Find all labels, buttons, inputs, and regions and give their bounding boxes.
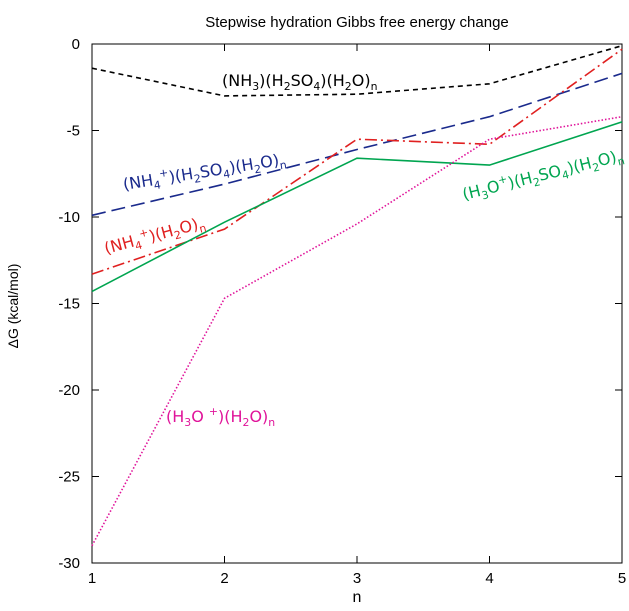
series-line-h3o [91,115,623,547]
series-line-nh4 [91,48,623,275]
series-line-h3o-h2so4 [91,121,623,293]
plot-frame [91,43,623,564]
series-label-nh4-h2so4: (NH4+)(H2SO4)(H2O)n [121,147,287,196]
series-line-nh4-h2so4 [91,72,623,217]
y-tick-label: -25 [58,469,80,486]
chart-title: Stepwise hydration Gibbs free energy cha… [205,14,509,31]
x-tick-label: 2 [220,570,228,587]
series-label-h3o-h2so4: (H3O+)(H2SO4)(H2O)n [460,144,626,207]
y-axis-label: ΔG (kcal/mol) [5,264,21,349]
x-tick-label: 1 [88,570,96,587]
series-label-nh3: (NH3)(H2SO4)(H2O)n [222,71,377,93]
y-tick-label: -15 [58,296,80,313]
x-tick-label: 3 [353,570,361,587]
y-tick-label: -30 [58,555,80,572]
series-line-nh3 [91,44,623,97]
plot-border [91,43,623,564]
y-tick-label: -10 [58,209,80,226]
x-axis-label: n [353,589,362,606]
y-tick-label: 0 [72,36,80,53]
x-ticks: 1 2 3 4 5 [88,44,626,587]
x-tick-label: 5 [618,570,626,587]
series-label-nh4: (NH4+)(H2O)n [102,211,208,261]
y-ticks: 0 -5 -10 -15 -20 -25 -30 [58,36,622,572]
series-annotations: (NH3)(H2SO4)(H2O)n (NH4+)(H2SO4)(H2O)n (NH… [102,71,626,429]
series-lines [91,44,623,547]
x-tick-label: 4 [485,570,493,587]
series-label-h3o: (H3O +)(H2O)n [166,405,275,429]
y-tick-label: -5 [67,123,80,140]
y-tick-label: -20 [58,382,80,399]
